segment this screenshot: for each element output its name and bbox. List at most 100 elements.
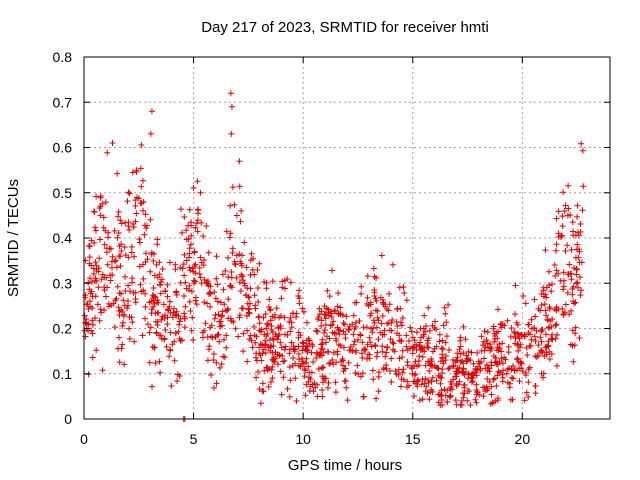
- data-point: [268, 327, 275, 334]
- data-point: [214, 298, 221, 305]
- data-point: [167, 329, 174, 336]
- data-point: [282, 343, 289, 350]
- data-point: [322, 315, 329, 322]
- data-point: [460, 323, 467, 330]
- data-point: [487, 347, 494, 354]
- data-point: [240, 305, 247, 312]
- data-point: [389, 261, 396, 268]
- data-point: [88, 288, 95, 295]
- data-point: [409, 350, 416, 357]
- data-point: [99, 271, 106, 278]
- data-point: [88, 327, 95, 334]
- data-point: [319, 386, 326, 393]
- data-point: [290, 355, 297, 362]
- data-point: [114, 170, 121, 177]
- data-point: [352, 323, 359, 330]
- data-point: [323, 312, 330, 319]
- data-point: [132, 197, 139, 204]
- data-point: [292, 375, 299, 382]
- data-point: [574, 202, 581, 209]
- data-point: [140, 198, 147, 205]
- data-point: [404, 362, 411, 369]
- data-point: [367, 299, 374, 306]
- data-point: [93, 277, 100, 284]
- data-point: [370, 265, 377, 272]
- data-point: [318, 322, 325, 329]
- data-point: [310, 359, 317, 366]
- data-point: [379, 313, 386, 320]
- data-point: [148, 298, 155, 305]
- data-point: [505, 343, 512, 350]
- data-point: [303, 355, 310, 362]
- data-point: [289, 310, 296, 317]
- data-point: [441, 386, 448, 393]
- data-point: [176, 321, 183, 328]
- data-point: [92, 275, 99, 282]
- data-point: [482, 343, 489, 350]
- data-point: [132, 218, 139, 225]
- data-point: [188, 222, 195, 229]
- data-point: [313, 354, 320, 361]
- data-point: [542, 247, 549, 254]
- data-point: [96, 317, 103, 324]
- data-point: [126, 190, 133, 197]
- data-point: [398, 376, 405, 383]
- data-point: [414, 378, 421, 385]
- data-point: [128, 249, 135, 256]
- data-point: [393, 371, 400, 378]
- data-point: [328, 314, 335, 321]
- data-point: [420, 331, 427, 338]
- data-point: [496, 369, 503, 376]
- data-point: [499, 374, 506, 381]
- data-point: [107, 272, 114, 279]
- data-point: [98, 309, 105, 316]
- data-point: [255, 298, 262, 305]
- data-point: [82, 257, 89, 264]
- data-point: [496, 341, 503, 348]
- data-point: [284, 385, 291, 392]
- data-point: [374, 349, 381, 356]
- data-point: [436, 391, 443, 398]
- data-point: [225, 296, 232, 303]
- data-point: [157, 332, 164, 339]
- data-point: [244, 358, 251, 365]
- data-point: [408, 364, 415, 371]
- data-point: [578, 259, 585, 266]
- data-point: [309, 343, 316, 350]
- data-point: [561, 309, 568, 316]
- data-point: [222, 267, 229, 274]
- data-point: [498, 348, 505, 355]
- data-point: [564, 212, 571, 219]
- data-point: [525, 394, 532, 401]
- data-point: [290, 345, 297, 352]
- data-point: [233, 212, 240, 219]
- data-point: [516, 378, 523, 385]
- data-point: [191, 280, 198, 287]
- data-point: [216, 364, 223, 371]
- data-point: [400, 366, 407, 373]
- data-point: [278, 391, 285, 398]
- data-point: [115, 304, 122, 311]
- data-point: [110, 300, 117, 307]
- data-point: [291, 348, 298, 355]
- data-point: [470, 360, 477, 367]
- data-point: [89, 354, 96, 361]
- data-point: [142, 211, 149, 218]
- data-point: [526, 321, 533, 328]
- data-point: [523, 344, 530, 351]
- data-point: [166, 298, 173, 305]
- data-point: [335, 310, 342, 317]
- data-point: [367, 312, 374, 319]
- data-point: [206, 324, 213, 331]
- data-point: [552, 322, 559, 329]
- data-point: [188, 327, 195, 334]
- data-point: [315, 365, 322, 372]
- data-point: [265, 321, 272, 328]
- data-point: [552, 247, 559, 254]
- data-point: [379, 348, 386, 355]
- data-point: [104, 284, 111, 291]
- data-point: [511, 367, 518, 374]
- data-point: [321, 303, 328, 310]
- data-point: [138, 142, 145, 149]
- data-point: [228, 103, 235, 110]
